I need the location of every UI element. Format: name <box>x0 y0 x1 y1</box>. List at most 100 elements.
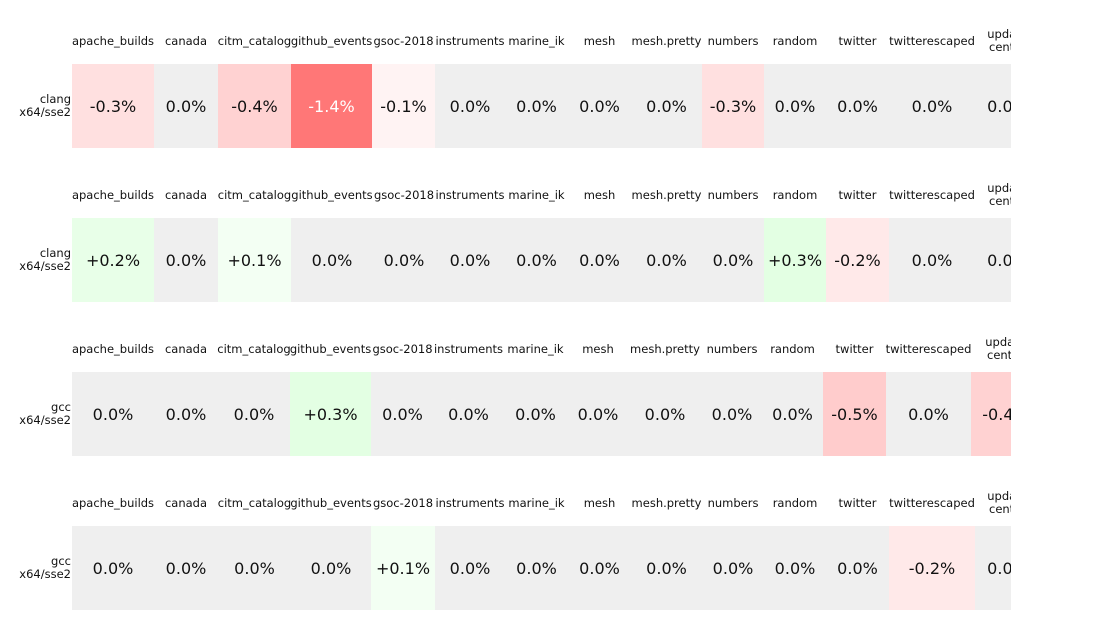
cell: -0.4% <box>971 372 1011 456</box>
cell-value: 0.0% <box>908 404 949 424</box>
cell-value: 0.0% <box>712 558 754 578</box>
column-header: instruments <box>435 33 505 48</box>
cell: 0.0% <box>434 372 503 456</box>
cell: +0.1% <box>218 218 291 302</box>
column-header: numbers <box>707 495 759 510</box>
cell-value: 0.0% <box>579 96 620 116</box>
cell-value: 0.0% <box>234 558 275 578</box>
column-header: update center <box>987 489 1011 516</box>
column-header: twitterescaped <box>885 341 972 356</box>
column-header: canada <box>164 33 208 48</box>
cell-value: 0.0% <box>987 558 1011 578</box>
column-header: mesh <box>583 495 616 510</box>
cell: 0.0% <box>218 526 291 610</box>
cell-value: 0.0% <box>579 558 620 578</box>
cell: 0.0% <box>631 64 702 148</box>
cell-value: -0.1% <box>380 96 427 116</box>
column-header: mesh <box>583 33 616 48</box>
column-header: github_events <box>290 495 372 510</box>
column-header: marine_ik <box>508 33 565 48</box>
cell: +0.2% <box>72 218 154 302</box>
cell: 0.0% <box>764 526 826 610</box>
cell: 0.0% <box>975 218 1011 302</box>
cell-value: 0.0% <box>911 96 953 116</box>
cell: -0.2% <box>826 218 889 302</box>
cell-value: 0.0% <box>165 250 207 270</box>
column-header: update center <box>987 27 1011 54</box>
column-header: twitterescaped <box>889 33 975 48</box>
cell: -0.5% <box>823 372 886 456</box>
cell: 0.0% <box>889 218 975 302</box>
cell-value: 0.0% <box>579 250 620 270</box>
cell: 0.0% <box>154 372 218 456</box>
row-label: gcc <box>51 400 71 414</box>
cell-value: +0.1% <box>375 558 431 578</box>
column-header: canada <box>164 495 208 510</box>
column-header: gsoc-2018 <box>373 33 434 48</box>
cell: 0.0% <box>371 372 434 456</box>
cell: 0.0% <box>505 218 568 302</box>
cell-value: 0.0% <box>987 250 1011 270</box>
cell-value: 0.0% <box>516 96 557 116</box>
column-header: apache_builds <box>71 495 155 510</box>
cell: 0.0% <box>702 372 762 456</box>
cell: 0.0% <box>889 64 975 148</box>
cell: 0.0% <box>503 372 568 456</box>
cell: 0.0% <box>702 218 764 302</box>
cell: +0.3% <box>764 218 826 302</box>
cell-value: -0.2% <box>908 558 956 578</box>
cell-value: 0.0% <box>92 558 134 578</box>
cell-value: -1.4% <box>308 96 355 116</box>
column-header: gsoc-2018 <box>372 341 433 356</box>
column-header: random <box>772 33 818 48</box>
cell-value: 0.0% <box>92 404 134 424</box>
column-header: mesh.pretty <box>631 33 702 48</box>
column-header: citm_catalog <box>217 495 292 510</box>
column-header: mesh <box>582 341 614 356</box>
cell-value: 0.0% <box>711 404 753 424</box>
cell-value: 0.0% <box>837 558 878 578</box>
column-header: mesh.pretty <box>630 341 700 356</box>
column-header: gsoc-2018 <box>372 495 434 510</box>
cell-value: 0.0% <box>449 250 491 270</box>
column-header: random <box>772 187 818 202</box>
column-header: apache_builds <box>71 187 155 202</box>
cell: 0.0% <box>435 526 505 610</box>
column-header: instruments <box>435 495 505 510</box>
column-header: github_events <box>290 33 373 48</box>
column-header: canada <box>164 341 208 356</box>
cell-value: -0.3% <box>709 96 757 116</box>
cell: -0.4% <box>218 64 291 148</box>
cell: 0.0% <box>505 64 568 148</box>
cell-value: -0.2% <box>834 250 881 270</box>
column-header: github_events <box>289 341 372 356</box>
cell-value: -0.5% <box>831 404 878 424</box>
column-header: twitterescaped <box>889 187 975 202</box>
cell: 0.0% <box>975 526 1011 610</box>
column-header: random <box>772 495 818 510</box>
cell: 0.0% <box>72 526 154 610</box>
cell: 0.0% <box>631 526 702 610</box>
cell: 0.0% <box>826 64 889 148</box>
column-header: citm_catalog <box>217 33 292 48</box>
cell-value: 0.0% <box>774 558 816 578</box>
column-header: twitter <box>838 495 877 510</box>
cell-value: 0.0% <box>646 558 687 578</box>
column-header: numbers <box>707 187 759 202</box>
row-label: x64/sse2 <box>19 567 71 581</box>
row-label: clang <box>39 246 71 260</box>
column-header: gsoc-2018 <box>373 187 435 202</box>
cell: -0.2% <box>889 526 975 610</box>
cell: 0.0% <box>762 372 823 456</box>
cell: 0.0% <box>568 372 628 456</box>
cell-value: 0.0% <box>449 96 491 116</box>
cell: 0.0% <box>975 64 1011 148</box>
cell-value: -0.4% <box>231 96 278 116</box>
cell: 0.0% <box>505 526 568 610</box>
row-label: clang <box>39 92 71 106</box>
column-header: instruments <box>435 187 505 202</box>
cell: -1.4% <box>291 64 372 148</box>
cell: 0.0% <box>154 64 218 148</box>
cell-value: 0.0% <box>165 404 207 424</box>
